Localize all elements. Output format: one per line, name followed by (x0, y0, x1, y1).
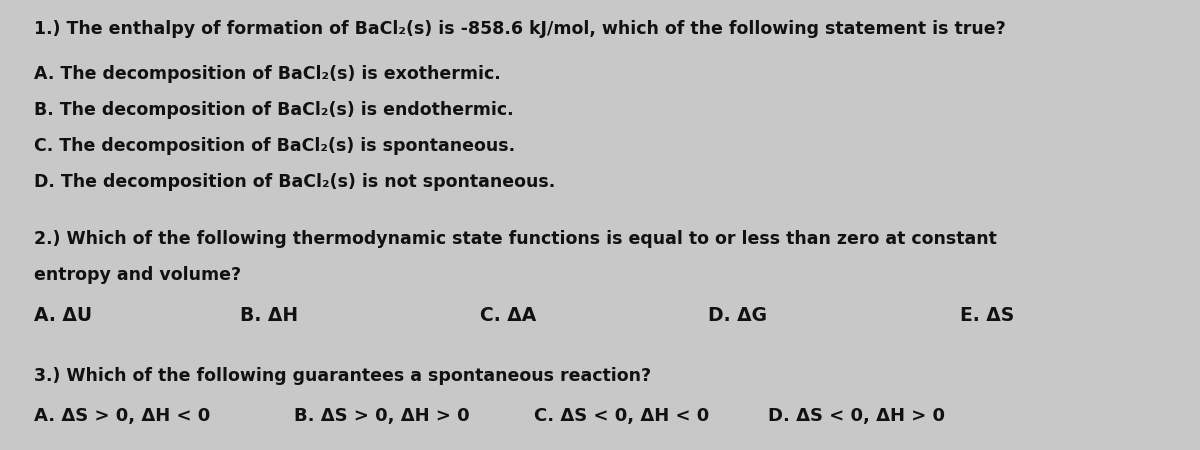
Text: A. The decomposition of BaCl₂(s) is exothermic.: A. The decomposition of BaCl₂(s) is exot… (34, 65, 500, 83)
Text: E. ΔS: E. ΔS (960, 306, 1014, 325)
Text: D. ΔS < 0, ΔH > 0: D. ΔS < 0, ΔH > 0 (768, 407, 946, 425)
Text: 2.) Which of the following thermodynamic state functions is equal to or less tha: 2.) Which of the following thermodynamic… (34, 230, 996, 248)
Text: C. ΔS < 0, ΔH < 0: C. ΔS < 0, ΔH < 0 (534, 407, 709, 425)
Text: B. The decomposition of BaCl₂(s) is endothermic.: B. The decomposition of BaCl₂(s) is endo… (34, 101, 514, 119)
Text: B. ΔS > 0, ΔH > 0: B. ΔS > 0, ΔH > 0 (294, 407, 469, 425)
Text: C. The decomposition of BaCl₂(s) is spontaneous.: C. The decomposition of BaCl₂(s) is spon… (34, 137, 515, 155)
Text: D. ΔG: D. ΔG (708, 306, 767, 325)
Text: A. ΔU: A. ΔU (34, 306, 91, 325)
Text: entropy and volume?: entropy and volume? (34, 266, 241, 284)
Text: 1.) The enthalpy of formation of BaCl₂(s) is -858.6 kJ/mol, which of the followi: 1.) The enthalpy of formation of BaCl₂(s… (34, 20, 1006, 38)
Text: A. ΔS > 0, ΔH < 0: A. ΔS > 0, ΔH < 0 (34, 407, 210, 425)
Text: B. ΔH: B. ΔH (240, 306, 298, 325)
Text: D. The decomposition of BaCl₂(s) is not spontaneous.: D. The decomposition of BaCl₂(s) is not … (34, 173, 554, 191)
Text: C. ΔA: C. ΔA (480, 306, 536, 325)
Text: 3.) Which of the following guarantees a spontaneous reaction?: 3.) Which of the following guarantees a … (34, 367, 650, 385)
